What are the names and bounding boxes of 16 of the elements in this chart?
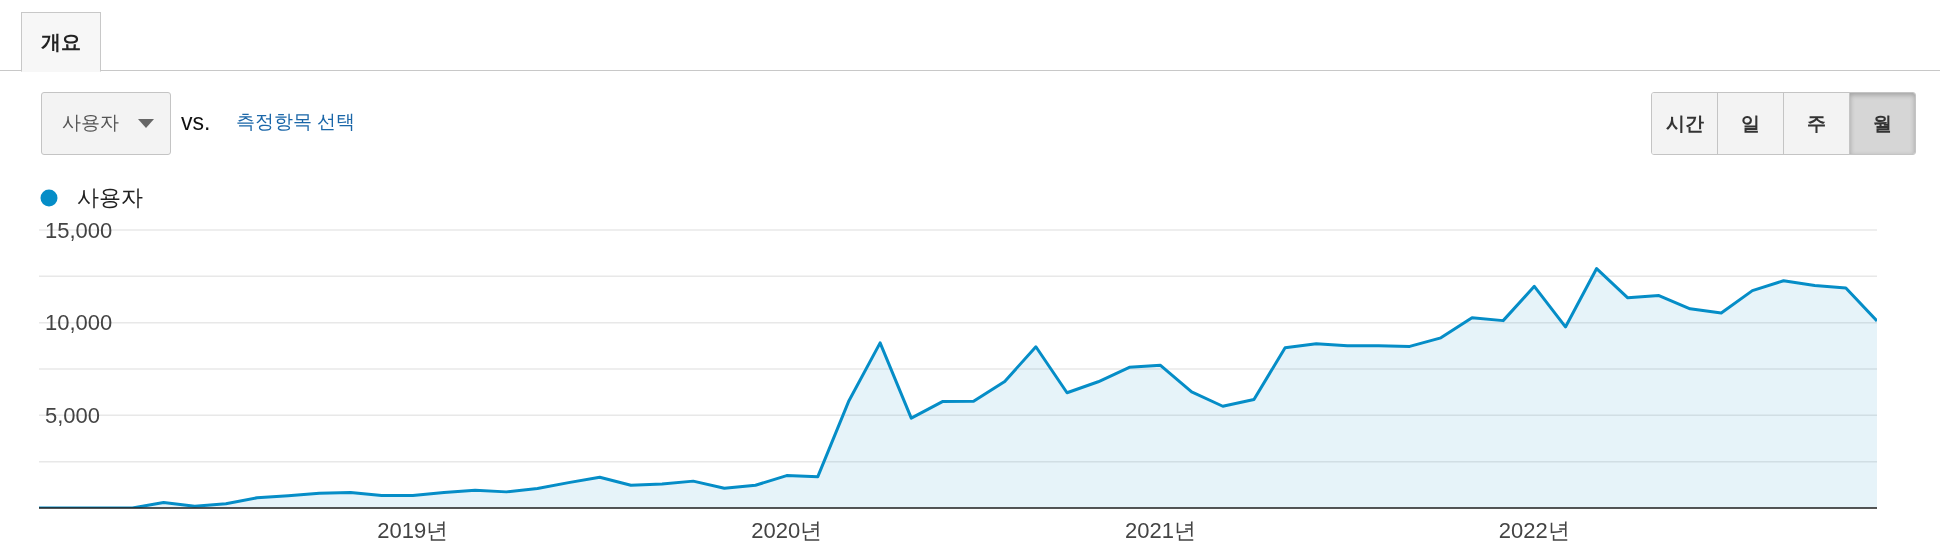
x-tick-label: 2019년 xyxy=(377,517,449,543)
dropdown[interactable]: 사용자 xyxy=(41,92,171,155)
button[interactable]: 시간 xyxy=(1652,93,1717,154)
button[interactable]: 일 xyxy=(1717,93,1783,154)
text: vs. xyxy=(181,109,211,135)
button[interactable]: 주 xyxy=(1783,93,1849,154)
x-tick-label: 2021년 xyxy=(1125,517,1196,543)
x-tick-label: 2020년 xyxy=(751,517,823,543)
x-tick-label: 2022년 xyxy=(1498,517,1570,543)
legend-label: 사용자 xyxy=(77,184,143,212)
tab[interactable]: 개요 xyxy=(21,12,101,72)
link[interactable]: 측정항목 선택 xyxy=(236,110,356,134)
y-tick-label: 5,000 xyxy=(45,403,101,429)
y-tick-label: 10,000 xyxy=(45,310,113,336)
y-tick-label: 15,000 xyxy=(45,217,113,243)
pressed-button[interactable]: 월 xyxy=(1849,93,1915,154)
